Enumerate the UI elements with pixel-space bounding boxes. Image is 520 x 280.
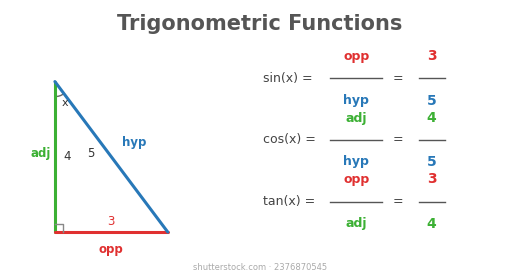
- Text: hyp: hyp: [122, 136, 146, 149]
- Text: hyp: hyp: [343, 155, 369, 168]
- Text: 3: 3: [427, 49, 436, 63]
- Text: =: =: [393, 195, 403, 208]
- Text: tan(x) =: tan(x) =: [263, 195, 319, 208]
- Text: 5: 5: [427, 155, 436, 169]
- Text: shutterstock.com · 2376870545: shutterstock.com · 2376870545: [193, 263, 327, 272]
- Text: Trigonometric Functions: Trigonometric Functions: [118, 14, 402, 34]
- Text: 5: 5: [87, 147, 94, 160]
- Text: 5: 5: [427, 94, 436, 108]
- Text: opp: opp: [343, 173, 369, 186]
- Text: sin(x) =: sin(x) =: [263, 72, 316, 85]
- Text: 3: 3: [108, 214, 115, 228]
- Text: adj: adj: [345, 112, 367, 125]
- Text: cos(x) =: cos(x) =: [263, 134, 319, 146]
- Text: x: x: [62, 98, 69, 108]
- Text: hyp: hyp: [343, 94, 369, 107]
- Text: 4: 4: [427, 217, 436, 231]
- Text: =: =: [393, 134, 403, 146]
- Text: 4: 4: [427, 111, 436, 125]
- Text: 3: 3: [427, 172, 436, 186]
- Text: opp: opp: [343, 50, 369, 63]
- Text: 4: 4: [63, 150, 71, 163]
- Text: adj: adj: [345, 217, 367, 230]
- Text: opp: opp: [99, 243, 124, 256]
- Text: =: =: [393, 72, 403, 85]
- Text: adj: adj: [30, 147, 50, 160]
